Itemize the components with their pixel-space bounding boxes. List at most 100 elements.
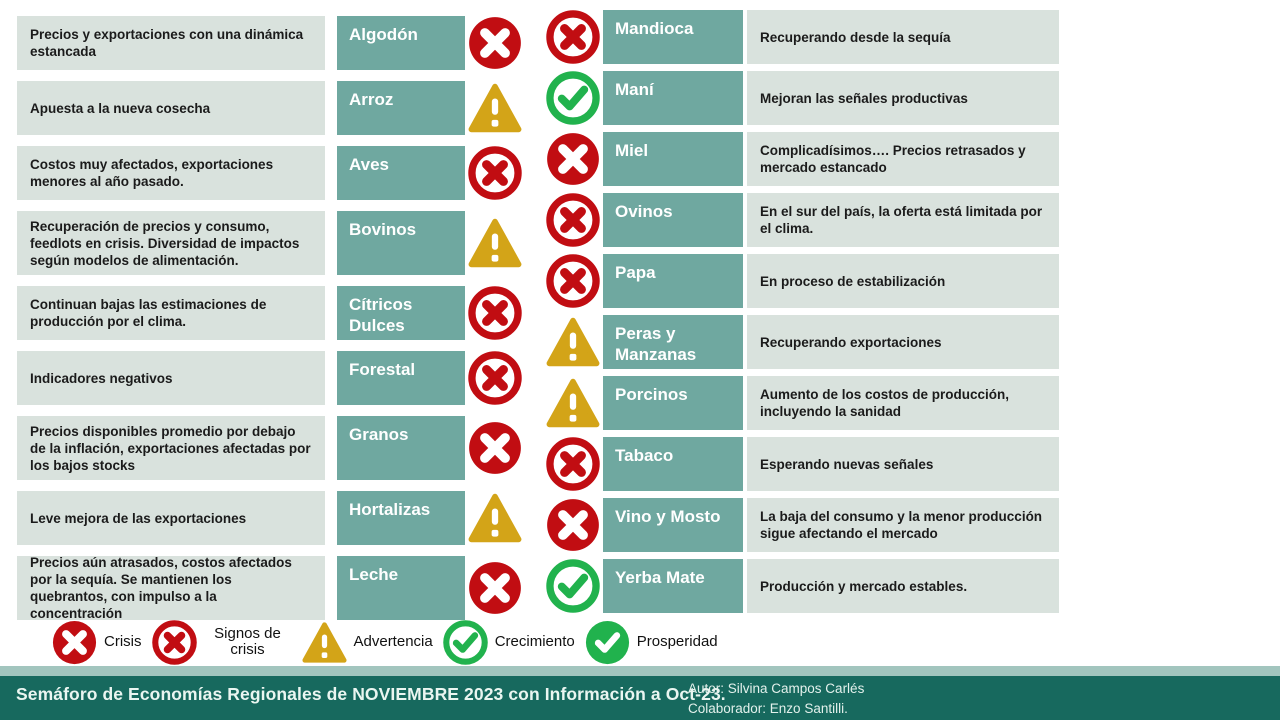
credits: Autor: Silvina Campos Carlés Colaborador…: [688, 679, 864, 719]
crisis-icon: [468, 421, 522, 475]
signs-of-crisis-icon: [468, 351, 522, 405]
commodity-name: Tabaco: [603, 437, 743, 491]
commodity-name: Maní: [603, 71, 743, 125]
commodity-row: Precios aún atrasados, costos afectados …: [17, 555, 525, 621]
crisis-icon: [546, 132, 600, 186]
signs-of-crisis-icon: [546, 193, 600, 247]
commodity-name: Leche: [337, 556, 465, 620]
warning-icon: [546, 315, 600, 369]
warning-icon: [301, 620, 347, 665]
commodity-name: Mandioca: [603, 10, 743, 64]
commodity-description: Mejoran las señales productivas: [747, 71, 1059, 125]
commodity-name: Granos: [337, 416, 465, 480]
commodity-name: Ovinos: [603, 193, 743, 247]
prosperity-icon: [585, 620, 630, 665]
commodity-row: Apuesta a la nueva cosecha Arroz: [17, 81, 525, 135]
legend-item: Crisis: [52, 620, 142, 665]
collaborator-line: Colaborador: Enzo Santilli.: [688, 701, 848, 716]
signs-of-crisis-icon: [546, 10, 600, 64]
legend-item: Prosperidad: [585, 620, 718, 665]
commodity-row: Ovinos En el sur del país, la oferta est…: [545, 193, 1059, 247]
commodity-description: En el sur del país, la oferta está limit…: [747, 193, 1059, 247]
commodity-row: Recuperación de precios y consumo, feedl…: [17, 211, 525, 275]
crisis-icon: [468, 561, 522, 615]
commodity-description: Recuperación de precios y consumo, feedl…: [17, 211, 325, 275]
commodity-row: Leve mejora de las exportaciones Hortali…: [17, 491, 525, 545]
commodity-description: Costos muy afectados, exportaciones meno…: [17, 146, 325, 200]
commodity-name: Yerba Mate: [603, 559, 743, 613]
commodity-name: Miel: [603, 132, 743, 186]
commodity-row: Indicadores negativos Forestal: [17, 351, 525, 405]
commodity-description: Precios disponibles promedio por debajo …: [17, 416, 325, 480]
commodity-description: Apuesta a la nueva cosecha: [17, 81, 325, 135]
commodity-name: Cítricos Dulces: [337, 286, 465, 340]
warning-icon: [468, 491, 522, 545]
footer: Semáforo de Economías Regionales de NOVI…: [0, 676, 1280, 720]
commodity-description: Aumento de los costos de producción, inc…: [747, 376, 1059, 430]
commodity-row: Papa En proceso de estabilización: [545, 254, 1059, 308]
commodity-description: Complicadísimos…. Precios retrasados y m…: [747, 132, 1059, 186]
commodity-name: Hortalizas: [337, 491, 465, 545]
commodity-row: Vino y Mosto La baja del consumo y la me…: [545, 498, 1059, 552]
signs-of-crisis-icon: [546, 254, 600, 308]
signs-of-crisis-icon: [151, 619, 197, 665]
crisis-icon: [468, 16, 522, 70]
footer-accent-strip: [0, 666, 1280, 676]
commodity-description: Esperando nuevas señales: [747, 437, 1059, 491]
author-line: Autor: Silvina Campos Carlés: [688, 681, 865, 696]
right-commodity-list: Mandioca Recuperando desde la sequía Man…: [545, 10, 1059, 613]
legend-label: Advertencia: [353, 632, 433, 650]
slide-title: Semáforo de Economías Regionales de NOVI…: [16, 684, 726, 704]
commodity-row: Porcinos Aumento de los costos de produc…: [545, 376, 1059, 430]
commodity-description: Precios y exportaciones con una dinámica…: [17, 16, 325, 70]
legend-label: Signos de crisis: [214, 624, 281, 658]
commodity-description: Indicadores negativos: [17, 351, 325, 405]
commodity-description: Recuperando desde la sequía: [747, 10, 1059, 64]
growth-icon: [546, 71, 600, 125]
commodity-row: Tabaco Esperando nuevas señales: [545, 437, 1059, 491]
commodity-name: Algodón: [337, 16, 465, 70]
legend-label: Prosperidad: [636, 632, 718, 650]
commodity-description: La baja del consumo y la menor producció…: [747, 498, 1059, 552]
signs-of-crisis-icon: [468, 286, 522, 340]
legend: Crisis Signos de crisis Advertencia Crec…: [52, 616, 728, 668]
commodity-row: Precios disponibles promedio por debajo …: [17, 416, 525, 480]
commodity-name: Forestal: [337, 351, 465, 405]
commodity-name: Porcinos: [603, 376, 743, 430]
crisis-icon: [52, 620, 97, 665]
commodity-name: Papa: [603, 254, 743, 308]
commodity-row: Maní Mejoran las señales productivas: [545, 71, 1059, 125]
commodity-name: Vino y Mosto: [603, 498, 743, 552]
commodity-row: Yerba Mate Producción y mercado estables…: [545, 559, 1059, 613]
commodity-row: Continuan bajas las estimaciones de prod…: [17, 286, 525, 340]
commodity-description: Leve mejora de las exportaciones: [17, 491, 325, 545]
growth-icon: [442, 619, 488, 665]
legend-item: Advertencia: [301, 620, 433, 665]
commodity-name: Aves: [337, 146, 465, 200]
commodity-row: Precios y exportaciones con una dinámica…: [17, 16, 525, 70]
commodity-name: Bovinos: [337, 211, 465, 275]
commodity-row: Miel Complicadísimos…. Precios retrasado…: [545, 132, 1059, 186]
signs-of-crisis-icon: [468, 146, 522, 200]
commodity-row: Mandioca Recuperando desde la sequía: [545, 10, 1059, 64]
commodity-row: Costos muy afectados, exportaciones meno…: [17, 146, 525, 200]
legend-label: Crecimiento: [494, 632, 575, 650]
commodity-description: Precios aún atrasados, costos afectados …: [17, 555, 325, 621]
signs-of-crisis-icon: [546, 437, 600, 491]
legend-item: Crecimiento: [442, 619, 575, 665]
left-commodity-list: Precios y exportaciones con una dinámica…: [17, 16, 525, 621]
legend-label: Crisis: [104, 632, 142, 650]
warning-icon: [468, 81, 522, 135]
crisis-icon: [546, 498, 600, 552]
warning-icon: [546, 376, 600, 430]
commodity-description: Producción y mercado estables.: [747, 559, 1059, 613]
commodity-description: Recuperando exportaciones: [747, 315, 1059, 369]
commodity-row: Peras y Manzanas Recuperando exportacion…: [545, 315, 1059, 369]
commodity-description: En proceso de estabilización: [747, 254, 1059, 308]
legend-item: Signos de crisis: [151, 619, 292, 665]
commodity-name: Arroz: [337, 81, 465, 135]
growth-icon: [546, 559, 600, 613]
commodity-description: Continuan bajas las estimaciones de prod…: [17, 286, 325, 340]
commodity-name: Peras y Manzanas: [603, 315, 743, 369]
